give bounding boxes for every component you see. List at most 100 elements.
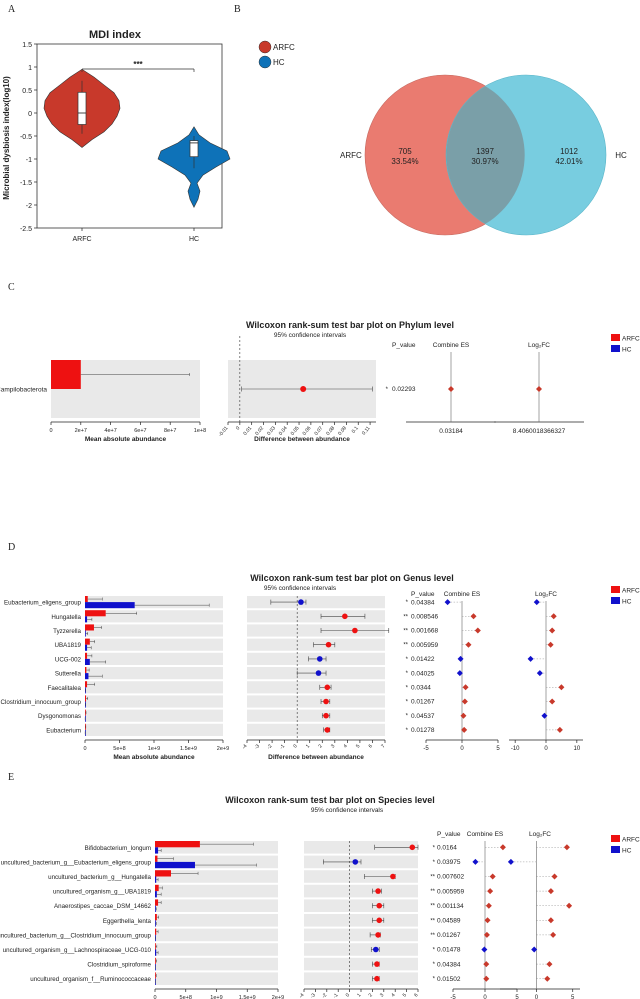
wx-row-stars: ** — [430, 933, 435, 939]
wx-bar-bg — [155, 914, 278, 927]
wx-row-stars: ** — [403, 643, 408, 649]
wx-diff-bg — [304, 943, 418, 956]
wx-fc-point — [533, 599, 540, 606]
wx-fc-point — [547, 917, 554, 924]
wx-legend-hc-label: HC — [622, 599, 632, 606]
wx-es-point — [499, 844, 506, 851]
wx-diff-bg — [304, 884, 418, 898]
wx-row-name: Clostridium_spiroforme — [87, 962, 151, 969]
wx-row-pvalue: 0.04384 — [411, 599, 435, 606]
wx-bar-arfc — [155, 855, 158, 862]
wx-diff-tick-label: 4 — [343, 743, 350, 749]
wx-fc-point — [551, 873, 558, 880]
wx-bar-bg — [155, 928, 278, 942]
wx-fc-header: Log₂FC — [535, 591, 557, 598]
wx-es-tick-label: -5 — [450, 995, 456, 999]
wx-fc-point — [527, 655, 534, 662]
wx-diff-bg — [304, 914, 418, 927]
wx-diff-tick-label: 0.03 — [266, 425, 277, 436]
wx-diff-point — [352, 859, 359, 865]
wx-diff-tick-label: 0.1 — [351, 425, 360, 434]
wx-row-stars: * — [433, 845, 436, 851]
wx-fc-point — [549, 627, 556, 634]
wx-row-pvalue: 0.04537 — [411, 713, 435, 720]
wx-diff-tick-label: 0 — [292, 743, 299, 749]
wx-fc-header: Log₂FC — [528, 342, 550, 349]
wx-row-pvalue: 0.04384 — [437, 961, 461, 968]
wx-row-pvalue: 0.01478 — [437, 947, 461, 954]
wx-row-stars: * — [406, 728, 409, 734]
wx-diff-tick-label: 3 — [330, 743, 337, 749]
wx-es-point — [444, 599, 451, 606]
wx-fc-point — [536, 386, 542, 392]
wx-bar-bg — [85, 723, 223, 736]
wx-diff-tick-label: 3 — [379, 992, 386, 998]
wx-row-name: uncultured_bacterium_g__Hungatella — [48, 874, 151, 881]
wx-fc-point — [563, 844, 570, 851]
wx-bar-arfc — [155, 870, 171, 877]
venn-hc-percent: 42.01% — [555, 157, 582, 166]
wx-fc-point — [547, 641, 554, 648]
panel-label-D: D — [8, 542, 15, 553]
wx-bar-tick-label: 2e+7 — [75, 428, 87, 434]
violin-xtick-label: ARFC — [72, 236, 91, 243]
wx-bar-hc — [85, 673, 89, 680]
wx-bar-hc — [85, 602, 135, 609]
wx-title: Wilcoxon rank-sum test bar plot on Speci… — [225, 795, 434, 805]
wx-diff-bg — [247, 624, 385, 637]
wx-bar-arfc — [51, 360, 81, 389]
wx-row-name: Sutterella — [55, 671, 82, 678]
wx-row-name: Bifidobacterium_longum — [85, 845, 151, 852]
wx-row-pvalue: 0.01267 — [437, 932, 461, 939]
wx-row-pvalue: 0.01278 — [411, 727, 435, 734]
venn-hc-name: HC — [615, 151, 627, 160]
legend-arfc-label: ARFC — [273, 43, 295, 52]
wx-bar-xlabel: Mean absolute abundance — [113, 754, 195, 761]
wx-fc-tick-label: -10 — [511, 746, 520, 752]
wx-diff-bg — [304, 928, 418, 942]
wx-bar-hc — [155, 861, 195, 869]
wx-row-name: Eggerthella_lenta — [103, 918, 152, 925]
wx-ci-label: 95% confidence intervals — [274, 332, 347, 339]
wx-diff-point — [375, 932, 381, 938]
wx-legend-arfc-label: ARFC — [622, 588, 640, 595]
wx-fc-tick-label: 0 — [535, 995, 539, 999]
wx-es-tick-label: 5 — [496, 746, 500, 752]
wx-diff-tick-label: -3 — [309, 992, 317, 999]
violin-ylabel: Microbial dysbiosis index(log10) — [2, 76, 11, 200]
violin-ytick-label: 0 — [28, 111, 32, 118]
wx-diff-point — [323, 712, 329, 719]
wx-diff-tick-label: 2 — [317, 743, 324, 749]
wx-bar-tick-label: 8e+7 — [164, 428, 176, 434]
wx-bar-tick-label: 1e+9 — [210, 995, 222, 999]
venn-overlap — [446, 86, 525, 224]
wx-bar-arfc — [155, 841, 200, 848]
wx-es-point — [461, 698, 468, 705]
wx-fc-point — [550, 613, 557, 620]
wx-diff-point — [315, 670, 322, 676]
wx-fc-point — [549, 698, 556, 705]
wx-row-name: Eubacterium_eligens_group — [4, 600, 82, 607]
wx-bar-arfc — [85, 610, 106, 617]
wx-row-stars: * — [406, 600, 409, 606]
wx-fc-point — [531, 946, 538, 953]
wx-fc-header: Log₂FC — [529, 831, 551, 838]
violin-box — [189, 140, 199, 158]
wx-diff-tick-label: 0.07 — [313, 425, 324, 436]
wx-fc-tick-label: 10 — [573, 746, 580, 752]
panel-label-C: C — [8, 282, 15, 293]
venn-arfc-percent: 33.54% — [391, 157, 418, 166]
wx-bar-hc — [85, 729, 86, 736]
wx-es-point — [456, 670, 463, 677]
wx-diff-bg — [247, 709, 385, 722]
panel-label-B: B — [234, 4, 241, 15]
wx-bar-hc — [155, 905, 156, 912]
legend-hc-swatch — [258, 55, 272, 69]
panel-label-E: E — [8, 772, 14, 783]
wx-es-point — [448, 386, 454, 392]
wx-bar-bg — [85, 695, 223, 708]
wx-row-name: Eubacterium — [46, 727, 81, 734]
wx-es-point — [462, 684, 469, 691]
wx-es-point — [485, 902, 492, 909]
